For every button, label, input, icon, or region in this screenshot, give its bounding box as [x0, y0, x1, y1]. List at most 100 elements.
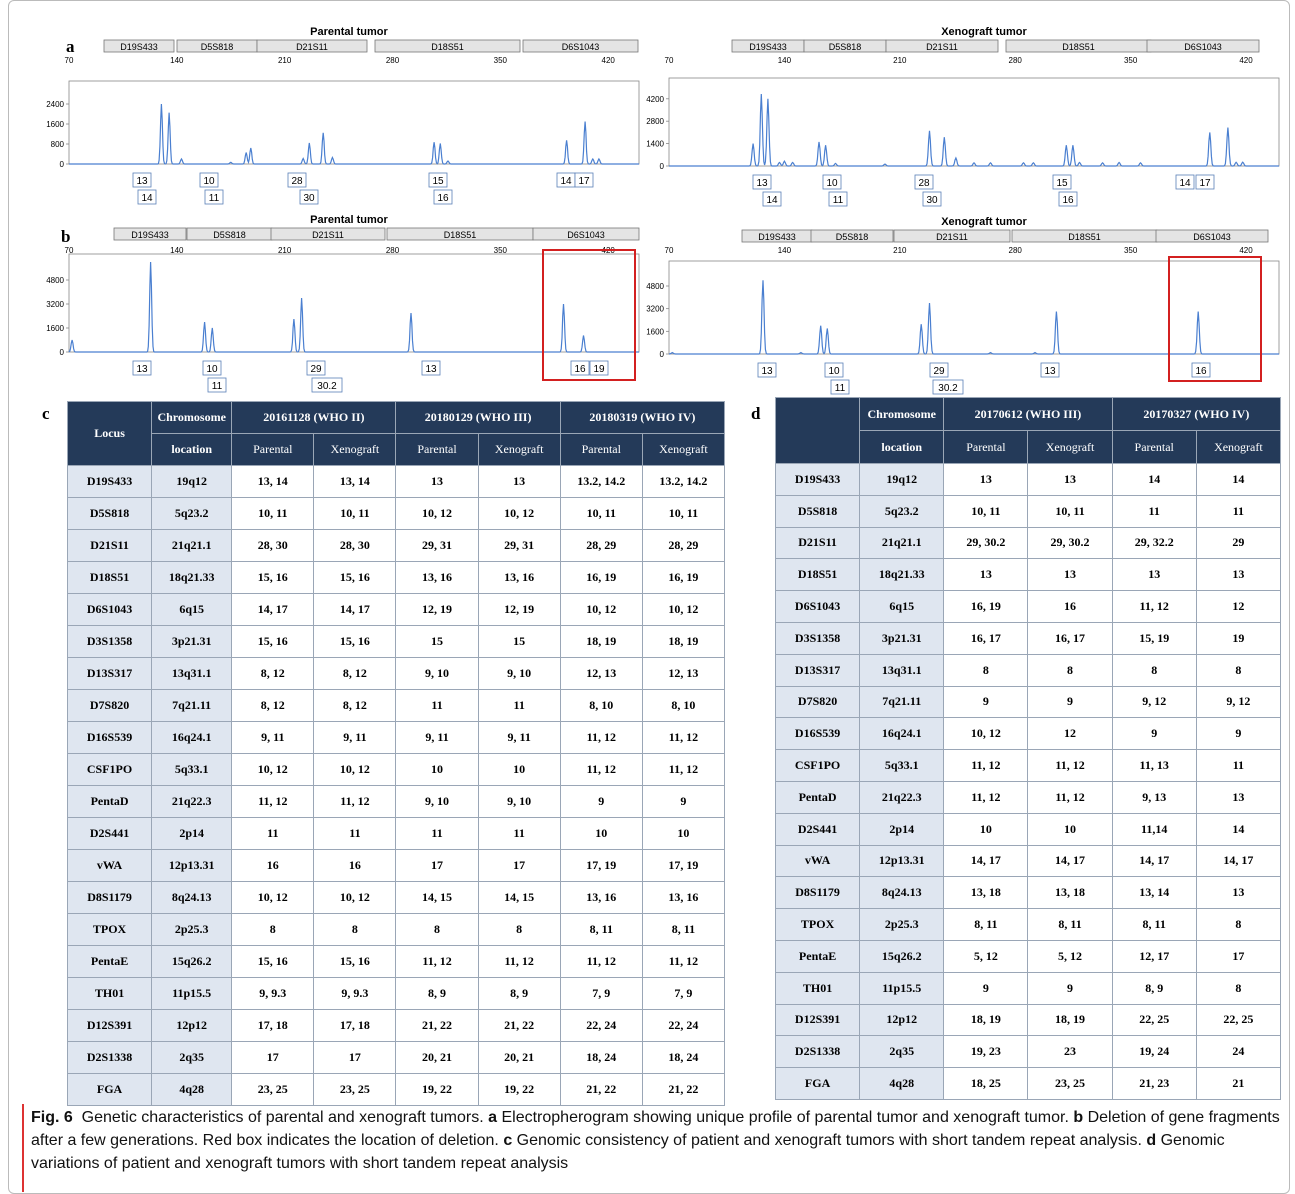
locus-cell: D16S539 [774, 717, 861, 751]
chromosome-location-cell: 21q21.1 [859, 526, 945, 560]
table-row: D2S441 2p14 10 10 11,14 14 [774, 812, 1282, 846]
locus-label: D5S818 [829, 42, 862, 52]
allele-cell: 11, 12 [943, 749, 1029, 782]
locus-box [1146, 39, 1260, 53]
allele-call-label: 13 [136, 364, 148, 375]
allele-cell: 16, 19 [641, 561, 726, 594]
chromosome-location-cell: 4q28 [859, 1067, 945, 1100]
allele-call-box [311, 377, 343, 393]
allele-cell: 8, 11 [559, 913, 643, 946]
locus-label: D18S51 [1068, 232, 1101, 242]
x-tick-label: 210 [893, 56, 907, 65]
allele-cell: 9, 12 [1111, 685, 1197, 719]
panel-c-label: c [42, 404, 50, 423]
allele-call-label: 30 [926, 195, 938, 206]
allele-cell: 9 [1027, 971, 1113, 1005]
location-header: location [859, 430, 945, 464]
allele-cell: 17 [1195, 939, 1282, 973]
allele-cell: 18, 19 [943, 1003, 1029, 1037]
x-tick-label: 70 [665, 56, 674, 65]
allele-call-box [1040, 362, 1060, 378]
allele-cell: 10, 12 [641, 593, 726, 626]
allele-cell: 11 [395, 817, 479, 850]
allele-cell: 15 [477, 625, 561, 658]
locus-cell: D6S1043 [774, 590, 861, 623]
locus-label: D19S433 [131, 230, 169, 240]
sub-header: Xenograft [313, 433, 397, 466]
allele-call-box [287, 172, 307, 188]
allele-cell: 9, 11 [313, 721, 397, 754]
allele-call-label: 13 [425, 364, 437, 375]
allele-cell: 9, 11 [395, 721, 479, 754]
allele-cell: 22, 24 [559, 1009, 643, 1042]
locus-label: D5S818 [836, 232, 869, 242]
y-tick-label: 0 [60, 160, 65, 169]
allele-call-label: 14 [1179, 178, 1191, 189]
allele-cell: 17 [477, 849, 561, 882]
allele-cell: 13 [1195, 876, 1282, 910]
allele-cell: 21 [1195, 1067, 1282, 1100]
allele-cell: 13, 16 [559, 881, 643, 914]
table-row: D16S539 16q24.1 10, 12 12 9 9 [774, 717, 1282, 751]
electropherogram-title: Xenograft tumor [941, 216, 1027, 228]
electropherogram-a-parental: Parental tumor D19S433 D5S818 D21S11 D18S51 D… [46, 26, 640, 205]
allele-call-box [1195, 174, 1215, 190]
chromosome-location-cell: 8q24.13 [151, 881, 233, 914]
allele-cell: 9, 10 [395, 657, 479, 690]
x-tick-label: 70 [65, 56, 74, 65]
allele-call-label: 15 [432, 176, 444, 187]
allele-cell: 23, 25 [231, 1073, 315, 1106]
allele-cell: 14, 17 [1195, 844, 1282, 878]
electropherogram-title: Parental tumor [310, 214, 388, 226]
allele-call-label: 17 [1199, 178, 1211, 189]
chromosome-location-cell: 11p15.5 [151, 977, 233, 1010]
allele-cell: 22, 25 [1195, 1003, 1282, 1037]
allele-cell: 15, 16 [231, 625, 315, 658]
group-header: 20180319 (WHO IV) [559, 401, 726, 434]
locus-cell: D3S1358 [774, 621, 861, 655]
x-tick-label: 140 [778, 56, 792, 65]
allele-cell: 28, 29 [559, 529, 643, 562]
locus-cell: TH01 [66, 977, 153, 1010]
allele-call-box [306, 360, 326, 376]
allele-cell: 17, 18 [231, 1009, 315, 1042]
locus-label: D19S433 [758, 232, 796, 242]
allele-cell: 7, 9 [559, 977, 643, 1010]
electropherogram-trace [668, 280, 1279, 355]
table-row: FGA 4q28 23, 25 23, 25 19, 22 19, 22 21, 22 21,… [66, 1073, 726, 1106]
chromosome-header: Chromosome [151, 401, 233, 434]
chromosome-location-cell: 13q31.1 [151, 657, 233, 690]
allele-call-label: 30 [303, 193, 315, 204]
electropherogram-b-parental: Parental tumor D19S433 D5S818 D21S11 D18S51 D… [46, 214, 640, 393]
locus-label: D18S51 [444, 230, 477, 240]
allele-cell: 14 [1111, 463, 1197, 496]
allele-cell: 24 [1195, 1035, 1282, 1069]
allele-cell: 19, 23 [943, 1035, 1029, 1069]
allele-cell: 11 [477, 817, 561, 850]
allele-cell: 23, 25 [1027, 1067, 1113, 1100]
x-tick-label: 140 [778, 246, 792, 255]
allele-cell: 19, 22 [395, 1073, 479, 1106]
chromosome-location-cell: 6q15 [151, 593, 233, 626]
allele-cell: 21, 22 [641, 1073, 726, 1106]
table-row: D13S317 13q31.1 8, 12 8, 12 9, 10 9, 10 12, 13… [66, 657, 726, 690]
table-row: D2S1338 2q35 17 17 20, 21 20, 21 18, 24 18, 24 [66, 1041, 726, 1074]
allele-cell: 29, 30.2 [1027, 526, 1113, 560]
allele-call-label: 11 [212, 381, 223, 392]
allele-cell: 11, 12 [477, 945, 561, 978]
chromosome-location-cell: 8q24.13 [859, 876, 945, 910]
caption-d-label: d [1146, 1132, 1157, 1149]
allele-cell: 8, 11 [1027, 908, 1113, 941]
allele-call-box [137, 189, 157, 205]
allele-cell: 9 [641, 785, 726, 818]
allele-call-label: 19 [593, 364, 605, 375]
allele-call-box [929, 362, 949, 378]
allele-cell: 11 [313, 817, 397, 850]
table-row: TH01 11p15.5 9, 9.3 9, 9.3 8, 9 8, 9 7, 9 7, 9 [66, 977, 726, 1010]
allele-cell: 9 [559, 785, 643, 818]
chromosome-location-cell: 18q21.33 [151, 561, 233, 594]
allele-cell: 10, 12 [395, 497, 479, 530]
allele-cell: 14 [1195, 812, 1282, 846]
chromosome-location-cell: 21q22.3 [859, 780, 945, 814]
allele-cell: 15, 16 [313, 561, 397, 594]
